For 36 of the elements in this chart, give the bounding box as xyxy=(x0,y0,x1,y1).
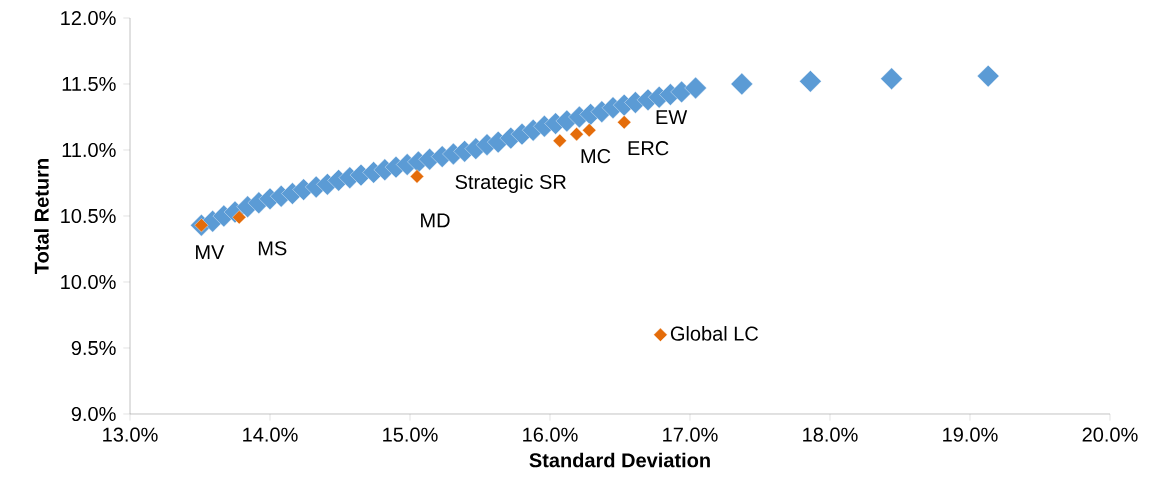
point xyxy=(569,127,584,142)
x-tick-label: 17.0% xyxy=(663,427,718,442)
y-axis-title: Total Return xyxy=(34,159,49,275)
point xyxy=(582,123,597,138)
point xyxy=(977,65,1000,88)
y-tick-label: 9.0% xyxy=(71,407,116,422)
point xyxy=(799,70,822,93)
y-tick-label: 10.5% xyxy=(61,209,116,224)
x-tick-label: 18.0% xyxy=(803,427,858,442)
annotation: EW xyxy=(656,110,688,125)
x-tick-label: 20.0% xyxy=(1082,427,1138,442)
x-tick-label: 16.0% xyxy=(523,427,578,442)
x-axis-title: Standard Deviation xyxy=(529,452,710,468)
y-tick-label: 10.0% xyxy=(61,275,116,290)
x-tick-label: 14.0% xyxy=(243,427,298,442)
y-tick-label: 11.0% xyxy=(62,143,116,158)
y-tick-label: 9.5% xyxy=(71,341,116,356)
annotation: MC xyxy=(581,149,611,164)
y-tick-label: 11.5% xyxy=(62,77,116,92)
point xyxy=(232,210,247,225)
annotation: Strategic SR xyxy=(455,174,566,194)
legend-label: Global LC xyxy=(670,326,759,341)
annotation: MS xyxy=(258,241,287,256)
point xyxy=(552,133,567,148)
y-tick-label: 12.0% xyxy=(61,11,116,26)
point xyxy=(617,115,632,130)
x-tick-label: 13.0% xyxy=(103,427,158,442)
annotation: ERC xyxy=(628,141,669,156)
annotation: MV xyxy=(196,245,225,260)
point xyxy=(410,169,424,184)
x-tick-label: 19.0% xyxy=(943,427,998,442)
point xyxy=(880,67,903,91)
point xyxy=(730,73,753,96)
x-tick-label: 15.0% xyxy=(383,427,438,442)
annotation: MD xyxy=(421,213,450,228)
point xyxy=(684,77,707,100)
